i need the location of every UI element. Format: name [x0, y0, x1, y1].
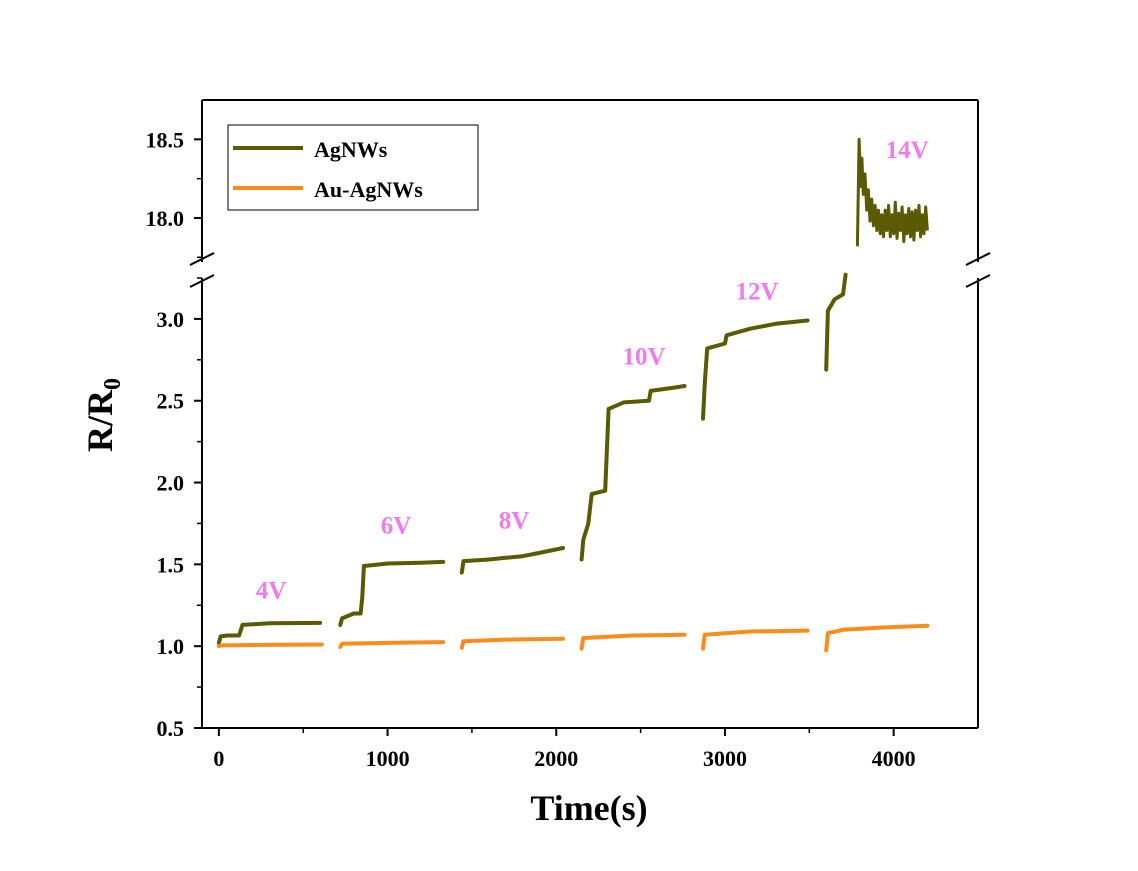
- series-line-au-agnws: [338, 640, 446, 649]
- x-tick-label: 3000: [703, 746, 747, 771]
- y-tick-label: 2.0: [157, 471, 185, 496]
- y-axis-title-sub: 0: [100, 378, 126, 390]
- ticks-layer: 0 1000 2000 3000 4000 0.5 1.0 1.5 2.0 2.5 3.0 18.0 1…: [146, 127, 916, 771]
- y-tick-label: 1.0: [157, 634, 185, 659]
- y-tick-label: 0.5: [157, 716, 185, 741]
- x-tick-label: 2000: [534, 746, 578, 771]
- series-line-agnws: [701, 318, 810, 421]
- voltage-label: 10V: [622, 344, 665, 371]
- voltage-label: 4V: [256, 578, 287, 605]
- series-line-agnws: [216, 620, 323, 645]
- y-axis-title-main: R/R: [80, 389, 120, 452]
- series-line-agnws: [579, 384, 687, 562]
- y-tick-label: 2.5: [157, 389, 185, 414]
- voltage-label: 14V: [886, 137, 929, 164]
- axis-break-mark: [965, 274, 991, 288]
- voltage-label: 6V: [381, 512, 412, 539]
- x-tick-label: 0: [213, 746, 224, 771]
- series-line-au-agnws: [824, 623, 930, 653]
- legend: AgNWs Au-AgNWs: [227, 124, 479, 211]
- y-tick-label: 3.0: [157, 307, 185, 332]
- series-layer: [216, 137, 930, 653]
- legend-label-au-agnws: Au-AgNWs: [314, 177, 423, 202]
- series-line-agnws: [855, 137, 929, 247]
- series-line-au-agnws: [459, 636, 565, 650]
- series-line-au-agnws: [216, 642, 324, 649]
- series-line-agnws: [824, 272, 848, 372]
- voltage-label: 12V: [735, 278, 778, 305]
- y-tick-label: 1.5: [157, 552, 185, 577]
- plot-frame: [189, 99, 991, 729]
- svg-text:R/R0: R/R0: [80, 378, 126, 452]
- axis-break-mark: [189, 252, 215, 266]
- legend-label-agnws: AgNWs: [314, 137, 388, 162]
- legend-box: [227, 124, 479, 211]
- y-axis-title: R/R0: [80, 378, 126, 452]
- axis-break-mark: [965, 252, 991, 266]
- y-tick-label: 18.5: [146, 127, 185, 152]
- annotation-layer: 4V 6V 8V 10V 12V 14V: [256, 137, 929, 605]
- voltage-label: 8V: [499, 507, 530, 534]
- series-line-au-agnws: [579, 632, 687, 651]
- series-line-agnws: [338, 559, 446, 627]
- x-tick-label: 1000: [366, 746, 410, 771]
- series-line-agnws: [459, 546, 565, 575]
- series-line-au-agnws: [701, 628, 810, 651]
- x-tick-label: 4000: [872, 746, 916, 771]
- x-axis-title: Time(s): [530, 788, 647, 828]
- y-tick-label: 18.0: [146, 206, 185, 231]
- axis-break-mark: [189, 274, 215, 288]
